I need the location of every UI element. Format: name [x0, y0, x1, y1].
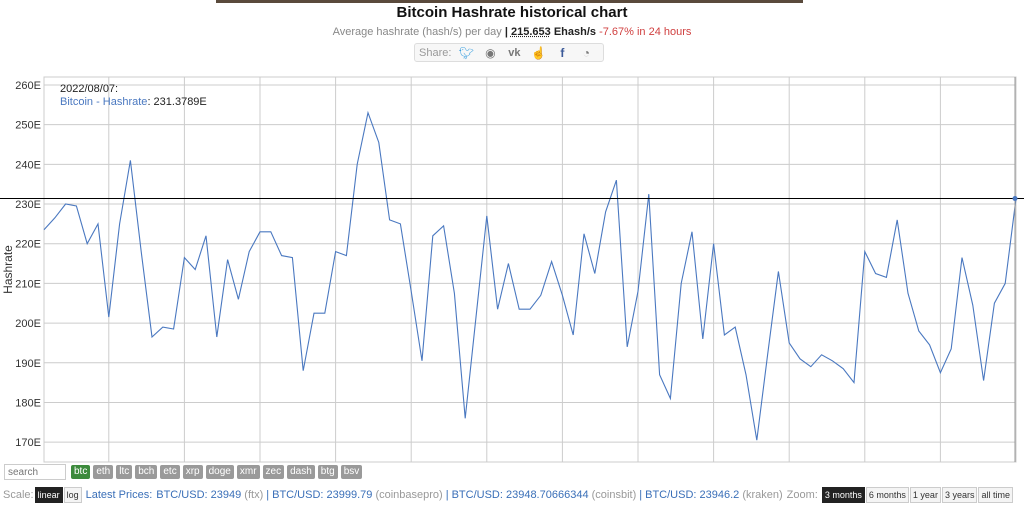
- price-exchange: (coinbasepro): [375, 489, 443, 501]
- scale-log-button[interactable]: log: [63, 487, 82, 503]
- price-coinsbit[interactable]: BTC/USD: 23948.70666344 (coinsbit): [452, 489, 637, 501]
- top-banner-strip: [216, 0, 803, 3]
- y-tick-label: 250E: [15, 120, 41, 132]
- search-input[interactable]: [4, 464, 66, 480]
- y-tick-label: 170E: [15, 437, 41, 449]
- share-bar: Share: 🐦︎ ◉ vk ☝ f ◔: [414, 43, 604, 62]
- price-value: BTC/USD: 23999.79: [272, 489, 373, 501]
- zoom-3-months-button[interactable]: 3 months: [821, 487, 865, 503]
- like-icon[interactable]: ☝: [530, 45, 546, 60]
- y-tick-label: 210E: [15, 278, 41, 290]
- price-exchange: (ftx): [244, 489, 264, 501]
- plot-area: [43, 76, 1017, 463]
- hashrate-chart: 260E 250E 240E 230E 220E 210E 200E 190E 180E 170E…: [0, 76, 1024, 463]
- coin-button-dash[interactable]: dash: [287, 465, 315, 479]
- twitter-icon[interactable]: 🐦︎: [458, 45, 475, 60]
- page-title: Bitcoin Hashrate historical chart: [396, 4, 628, 21]
- latest-prices-label: Latest Prices:: [85, 489, 153, 501]
- price-value: BTC/USD: 23948.70666344: [451, 489, 589, 501]
- vk-icon[interactable]: vk: [508, 46, 521, 59]
- tooltip-date: 2022/08/07:: [60, 83, 118, 95]
- coin-button-xmr[interactable]: xmr: [236, 465, 260, 479]
- share-label: Share:: [419, 46, 452, 59]
- y-tick-label: 230E: [15, 199, 41, 211]
- y-tick-label: 180E: [15, 397, 41, 409]
- y-tick-label: 240E: [15, 159, 41, 171]
- coin-button-etc[interactable]: etc: [160, 465, 180, 479]
- zoom-all-time-button[interactable]: all time: [978, 487, 1013, 503]
- tooltip-series-name: Bitcoin - Hashrate: [60, 96, 147, 108]
- zoom-label: Zoom:: [786, 489, 818, 501]
- weibo-icon[interactable]: ◔: [582, 45, 591, 60]
- coin-button-xrp[interactable]: xrp: [182, 465, 203, 479]
- price-separator: |: [445, 489, 449, 501]
- scale-label: Scale:: [3, 489, 34, 501]
- y-tick-label: 200E: [15, 318, 41, 330]
- coin-button-bsv[interactable]: bsv: [340, 465, 363, 479]
- price-kraken[interactable]: BTC/USD: 23946.2 (kraken): [645, 489, 783, 501]
- zoom-3-years-button[interactable]: 3 years: [941, 487, 978, 503]
- series-line-hashrate: [43, 110, 1017, 441]
- coin-button-doge[interactable]: doge: [205, 465, 234, 479]
- coin-button-btc[interactable]: btc: [71, 465, 91, 479]
- coin-button-zec[interactable]: zec: [262, 465, 285, 479]
- price-separator: |: [266, 489, 270, 501]
- scale-linear-button[interactable]: linear: [34, 487, 63, 503]
- bottom-bar: Scale: linear log Latest Prices: BTC/USD…: [3, 487, 1013, 503]
- tooltip-value-row: Bitcoin - Hashrate: 231.3789E: [60, 96, 207, 108]
- y-tick-label: 220E: [15, 239, 41, 251]
- tooltip-value: : 231.3789E: [147, 96, 206, 108]
- coin-button-btg[interactable]: btg: [317, 465, 338, 479]
- price-exchange: (coinsbit): [591, 489, 637, 501]
- price-separator: |: [639, 489, 643, 501]
- zoom-1-year-button[interactable]: 1 year: [909, 487, 941, 503]
- price-exchange: (kraken): [742, 489, 783, 501]
- subtitle: Average hashrate (hash/s) per day | 215.…: [0, 26, 1024, 38]
- subtitle-separator: |: [504, 26, 508, 38]
- y-axis-title: Hashrate: [1, 245, 15, 294]
- y-tick-label: 260E: [15, 80, 41, 92]
- zoom-6-months-button[interactable]: 6 months: [865, 487, 909, 503]
- coin-button-bch[interactable]: bch: [135, 465, 158, 479]
- facebook-icon[interactable]: f: [560, 45, 565, 60]
- price-value: BTC/USD: 23946.2: [645, 489, 740, 501]
- coin-button-eth[interactable]: eth: [93, 465, 114, 479]
- coin-button-ltc[interactable]: ltc: [116, 465, 133, 479]
- subtitle-unit: Ehash/s: [553, 26, 596, 38]
- coin-list: btc eth ltc bch etc xrp doge xmr zec dash btg bsv: [71, 465, 365, 479]
- price-value: BTC/USD: 23949: [156, 489, 242, 501]
- price-coinbasepro[interactable]: BTC/USD: 23999.79 (coinbasepro): [272, 489, 443, 501]
- reddit-icon[interactable]: ◉: [485, 45, 496, 60]
- y-tick-label: 190E: [15, 358, 41, 370]
- crosshair-point: [1012, 196, 1018, 202]
- price-ftx[interactable]: BTC/USD: 23949 (ftx): [156, 489, 263, 501]
- subtitle-prefix: Average hashrate (hash/s) per day: [332, 26, 502, 38]
- subtitle-change: -7.67% in 24 hours: [599, 26, 692, 38]
- subtitle-value: 215.653: [510, 26, 551, 38]
